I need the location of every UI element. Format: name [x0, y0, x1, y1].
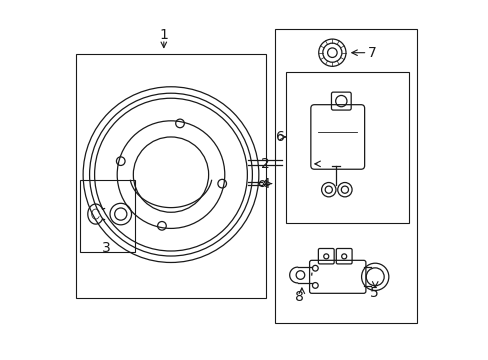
Bar: [76, 54, 265, 298]
Text: 7: 7: [367, 46, 376, 60]
Text: 3: 3: [102, 241, 111, 255]
Text: 5: 5: [369, 286, 378, 300]
Text: 6: 6: [275, 130, 284, 144]
Text: 8: 8: [294, 289, 303, 303]
FancyBboxPatch shape: [282, 136, 311, 192]
Bar: [80, 180, 135, 252]
Text: 1: 1: [159, 28, 168, 42]
Bar: [285, 72, 408, 223]
Text: 4: 4: [261, 177, 270, 190]
Bar: [274, 30, 416, 323]
Text: 2: 2: [260, 157, 269, 171]
